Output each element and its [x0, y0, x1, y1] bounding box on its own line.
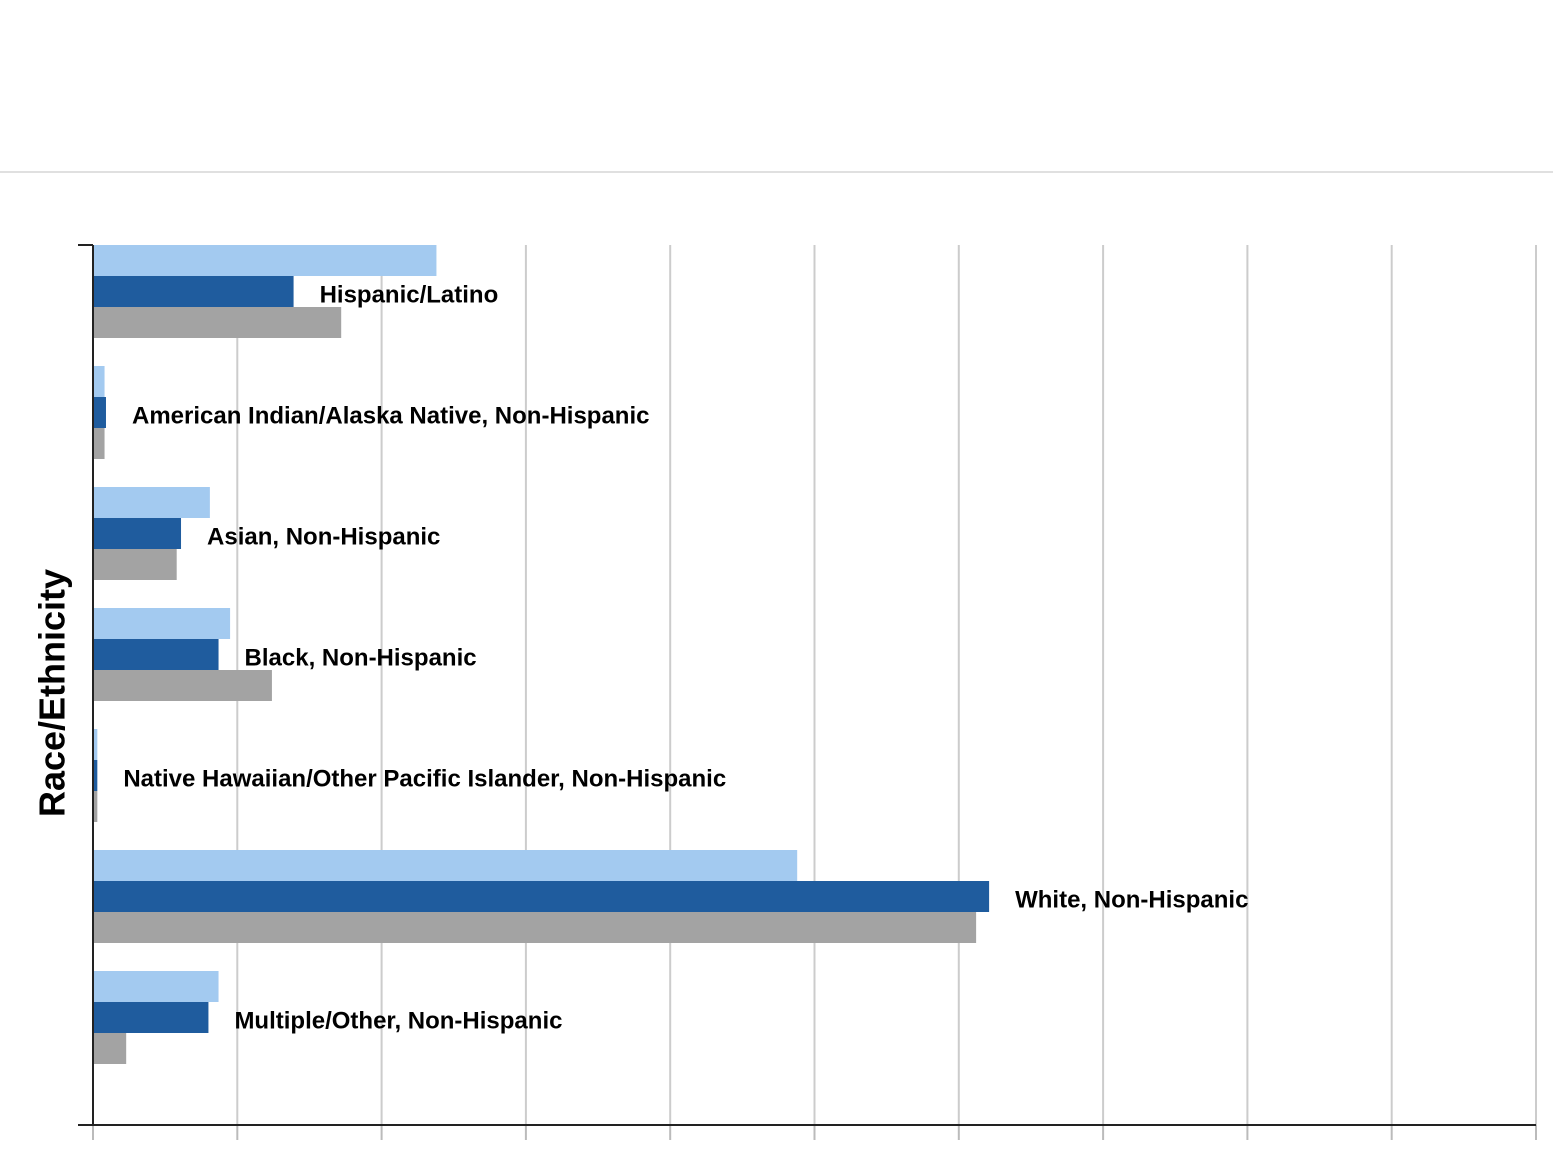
category-label: Native Hawaiian/Other Pacific Islander, … [123, 765, 726, 792]
bar [93, 760, 98, 791]
bar [93, 307, 342, 338]
bar [93, 881, 990, 912]
category-label: Hispanic/Latino [320, 281, 499, 308]
y-axis-label: Race/Ethnicity [32, 569, 73, 817]
bar [93, 971, 219, 1002]
bar [93, 366, 105, 397]
bar [93, 549, 177, 580]
bar [93, 791, 98, 822]
bar [93, 729, 98, 760]
bar [93, 245, 437, 276]
category-label: White, Non-Hispanic [1015, 886, 1248, 913]
category-label: Black, Non-Hispanic [245, 644, 477, 671]
bar [93, 1002, 209, 1033]
bar [93, 1033, 127, 1064]
bar [93, 850, 798, 881]
bar [93, 912, 977, 943]
category-label: Asian, Non-Hispanic [207, 523, 440, 550]
bar [93, 670, 272, 701]
bar [93, 639, 219, 670]
bar [93, 397, 106, 428]
bar [93, 518, 182, 549]
bar [93, 276, 294, 307]
category-label: Multiple/Other, Non-Hispanic [234, 1007, 562, 1034]
category-label: American Indian/Alaska Native, Non-Hispa… [132, 402, 650, 429]
bar [93, 608, 231, 639]
bar [93, 487, 210, 518]
bar [93, 428, 105, 459]
